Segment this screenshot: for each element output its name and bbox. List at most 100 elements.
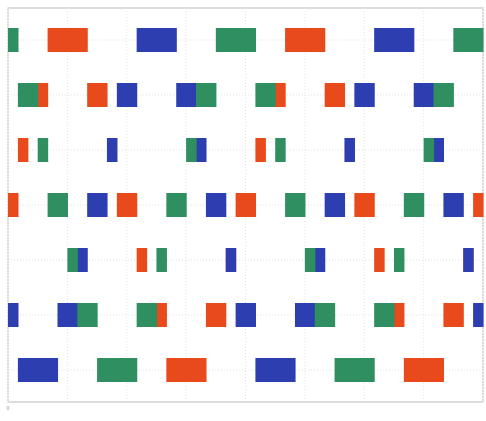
series-2-bar bbox=[8, 303, 19, 327]
series-2-bar bbox=[67, 303, 78, 327]
series-3-bar bbox=[37, 138, 49, 162]
series-1-bar bbox=[166, 358, 177, 382]
series-1-bar bbox=[47, 28, 59, 52]
series-3-bar bbox=[57, 193, 68, 217]
series-2-bar bbox=[433, 138, 445, 162]
series-3-bar bbox=[384, 303, 395, 327]
series-1-bar bbox=[334, 83, 346, 107]
series-3-bar bbox=[97, 358, 108, 382]
series-2-bar bbox=[453, 193, 464, 217]
series-2-bar bbox=[265, 358, 276, 382]
series-1-bar bbox=[67, 28, 78, 52]
x-tick-label: 0 bbox=[6, 406, 9, 412]
series-3-bar bbox=[156, 248, 167, 272]
series-2-bar bbox=[235, 303, 247, 327]
series-3 bbox=[8, 28, 484, 382]
series-1-bar bbox=[324, 83, 336, 107]
series-1-bar bbox=[354, 193, 365, 217]
series-2-bar bbox=[275, 358, 286, 382]
series-1-bar bbox=[374, 248, 385, 272]
series-2-bar bbox=[403, 28, 415, 52]
series-2-bar bbox=[473, 303, 484, 327]
series-3-bar bbox=[126, 358, 138, 382]
series-2-bar bbox=[413, 83, 425, 107]
tick-labels: 0 bbox=[6, 406, 9, 412]
series-3-bar bbox=[403, 193, 415, 217]
series-1-bar bbox=[77, 28, 88, 52]
series-2-bar bbox=[463, 248, 474, 272]
series-1-bar bbox=[205, 303, 217, 327]
series-3-bar bbox=[413, 193, 425, 217]
series-1-bar bbox=[275, 83, 286, 107]
series-2-bar bbox=[314, 248, 326, 272]
series-3-bar bbox=[334, 358, 346, 382]
series-1-bar bbox=[433, 358, 445, 382]
series-2-bar bbox=[324, 193, 336, 217]
series-2-bar bbox=[186, 83, 197, 107]
series-3-bar bbox=[433, 83, 445, 107]
series-2-bar bbox=[77, 248, 88, 272]
series-1-bar bbox=[57, 28, 68, 52]
series-1-bar bbox=[285, 28, 296, 52]
series-2-bar bbox=[354, 83, 365, 107]
series-3-bar bbox=[304, 248, 316, 272]
series-1-bar bbox=[215, 303, 227, 327]
series-2-bar bbox=[126, 83, 138, 107]
series-2-bar bbox=[384, 28, 395, 52]
series-2-bar bbox=[97, 193, 108, 217]
series-3-bar bbox=[196, 83, 207, 107]
series-1-bar bbox=[423, 358, 435, 382]
series-3-bar bbox=[77, 303, 88, 327]
series-2-bar bbox=[17, 358, 29, 382]
series-3-bar bbox=[166, 193, 177, 217]
series-2-bar bbox=[344, 138, 355, 162]
series-2-bar bbox=[57, 303, 68, 327]
series-1-bar bbox=[255, 138, 266, 162]
series-2-bar bbox=[245, 303, 256, 327]
series-3-bar bbox=[344, 358, 355, 382]
series-2-bar bbox=[116, 83, 128, 107]
series-1-bar bbox=[136, 248, 148, 272]
series-2-bar bbox=[27, 358, 39, 382]
series-2-bar bbox=[196, 138, 207, 162]
series-2-bar bbox=[47, 358, 59, 382]
series-1-bar bbox=[126, 193, 138, 217]
series-3-bar bbox=[106, 358, 118, 382]
series-2-bar bbox=[205, 193, 217, 217]
series-2-bar bbox=[255, 358, 266, 382]
series-2-bar bbox=[37, 358, 49, 382]
series-1-bar bbox=[97, 83, 108, 107]
series-3-bar bbox=[205, 83, 217, 107]
series-3-bar bbox=[17, 83, 29, 107]
series-3-bar bbox=[176, 193, 187, 217]
series-3-bar bbox=[116, 358, 128, 382]
series-2-bar bbox=[176, 83, 187, 107]
series-3-bar bbox=[324, 303, 336, 327]
series-1-bar bbox=[17, 138, 29, 162]
series-2-bar bbox=[106, 138, 118, 162]
series-2-bar bbox=[443, 193, 454, 217]
series-2-bar bbox=[166, 28, 177, 52]
series-3-bar bbox=[255, 83, 266, 107]
series-2-bar bbox=[364, 83, 375, 107]
series-3-bar bbox=[245, 28, 256, 52]
series-1-bar bbox=[393, 303, 405, 327]
series-3-bar bbox=[215, 28, 227, 52]
series-3-bar bbox=[393, 248, 405, 272]
series-2-bar bbox=[285, 358, 296, 382]
series-1-bar bbox=[196, 358, 207, 382]
series-3-bar bbox=[275, 138, 286, 162]
series-1-bar bbox=[116, 193, 128, 217]
series-1-bar bbox=[245, 193, 256, 217]
series-1-bar bbox=[235, 193, 247, 217]
series-1-bar bbox=[156, 303, 167, 327]
series-3-bar bbox=[374, 303, 385, 327]
series-2-bar bbox=[294, 303, 306, 327]
series-3-bar bbox=[146, 303, 158, 327]
series-3-bar bbox=[443, 83, 454, 107]
series-3-bar bbox=[225, 28, 237, 52]
series-3-bar bbox=[67, 248, 78, 272]
series-1-bar bbox=[453, 303, 464, 327]
series-1-bar bbox=[294, 28, 306, 52]
